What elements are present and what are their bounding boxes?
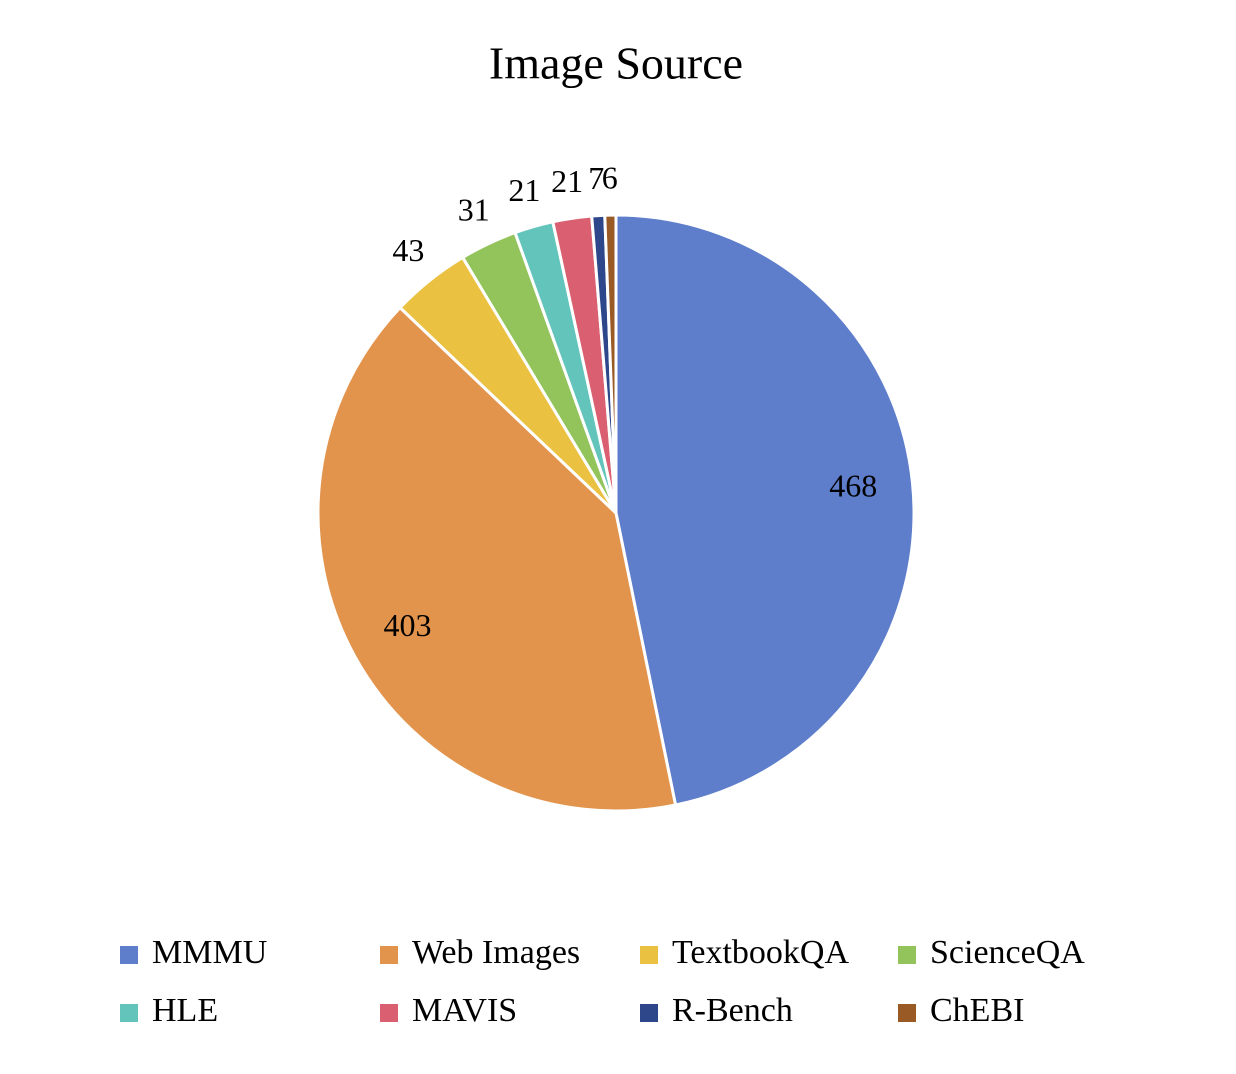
- legend-swatch: [120, 946, 138, 964]
- legend-label: MAVIS: [412, 992, 517, 1029]
- legend-label: ScienceQA: [930, 934, 1085, 971]
- legend-label: HLE: [152, 992, 218, 1029]
- data-label: 31: [458, 191, 490, 227]
- pie-slice: [603, 213, 618, 514]
- legend-swatch: [898, 1004, 916, 1022]
- chart-title: Image Source: [489, 38, 743, 89]
- legend-label: MMMU: [152, 934, 267, 971]
- data-label: 21: [551, 163, 583, 199]
- legend-swatch: [380, 946, 398, 964]
- data-label: 43: [392, 232, 424, 268]
- legend-label: ChEBI: [930, 992, 1024, 1029]
- legend-swatch: [640, 946, 658, 964]
- data-label: 403: [383, 607, 431, 643]
- data-label: 7: [588, 160, 604, 196]
- data-label: 6: [602, 159, 618, 195]
- pie-slice: [614, 213, 916, 807]
- legend-label: TextbookQA: [672, 934, 849, 971]
- legend-label: Web Images: [412, 934, 580, 971]
- pie-slice: [316, 305, 678, 813]
- data-label: 468: [829, 467, 877, 503]
- legend-swatch: [120, 1004, 138, 1022]
- legend-swatch: [380, 1004, 398, 1022]
- legend-label: R-Bench: [672, 992, 793, 1029]
- data-label: 21: [508, 172, 540, 208]
- legend-swatch: [898, 946, 916, 964]
- legend-swatch: [640, 1004, 658, 1022]
